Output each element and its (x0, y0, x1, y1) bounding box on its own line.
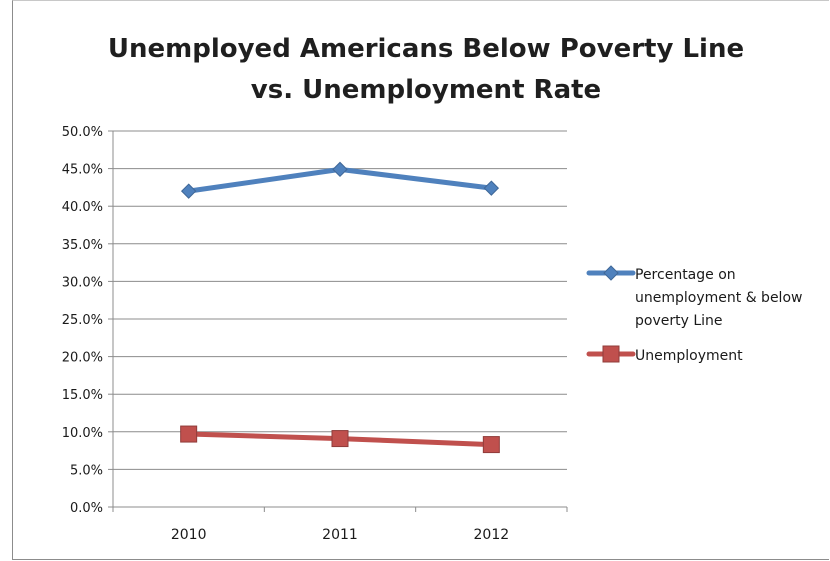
chart-frame: Unemployed Americans Below Poverty Line … (12, 0, 829, 560)
chart-title-line-2: vs. Unemployment Rate (251, 75, 601, 105)
x-tick-label: 2010 (171, 527, 207, 543)
y-tick-label: 0.0% (70, 501, 103, 516)
y-tick-label: 15.0% (62, 388, 103, 403)
data-point (180, 183, 197, 199)
data-point (332, 161, 348, 178)
y-tick-label: 5.0% (70, 463, 103, 478)
legend-item-2: Unemployment (586, 345, 743, 364)
y-tick-label: 25.0% (62, 313, 103, 328)
x-tick-label: 2012 (474, 527, 510, 543)
legend-marker (603, 265, 619, 281)
y-tick-label: 10.0% (62, 426, 103, 441)
gridlines (113, 130, 567, 470)
series-1 (180, 161, 500, 199)
x-tick-label: 2011 (322, 527, 358, 543)
y-tick-label: 45.0% (62, 163, 103, 178)
y-tick-label: 50.0% (62, 125, 103, 140)
y-tick-label: 40.0% (62, 200, 103, 215)
series-2 (180, 425, 500, 454)
y-tick-label: 30.0% (62, 275, 103, 290)
legend-marker (602, 345, 620, 363)
data-point (331, 430, 349, 448)
legend-item-1: Percentage on unemployment & below poverty… (586, 265, 802, 329)
y-tick-label: 35.0% (62, 238, 103, 253)
legend: Percentage on unemployment & below poverty… (586, 265, 802, 364)
data-point (483, 180, 500, 196)
legend-label: Unemployment (635, 348, 743, 364)
legend-label: poverty Line (635, 313, 723, 329)
legend-label: unemployment & below (635, 290, 802, 306)
line-chart: Unemployed Americans Below Poverty Line … (62, 34, 803, 543)
series-layer (180, 161, 500, 454)
data-point (482, 436, 500, 454)
axes: 0.0% 5.0% 10.0% 15.0% 20.0% 25.0% 30.0% 35.0% 40… (62, 125, 568, 543)
chart-title-line-1: Unemployed Americans Below Poverty Line (108, 34, 744, 64)
data-point (180, 425, 198, 443)
legend-label: Percentage on (635, 267, 736, 283)
y-tick-label: 20.0% (62, 351, 103, 366)
